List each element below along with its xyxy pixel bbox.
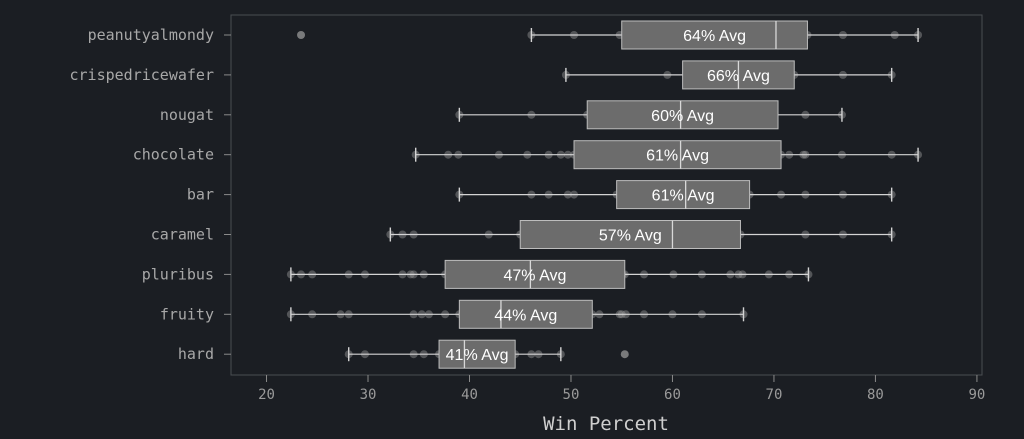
x-tick-label-40: 40 [461, 387, 478, 403]
box-bar [616, 180, 751, 210]
avg-label-fruity: 44% Avg [494, 307, 557, 324]
avg-label-caramel: 57% Avg [599, 228, 662, 245]
category-label-nougat: nougat [160, 106, 214, 124]
avg-label-chocolate: 61% Avg [646, 148, 709, 165]
box-chocolate [573, 140, 782, 170]
avg-label-hard: 41% Avg [446, 347, 509, 364]
boxes-layer: 64% Avg 66% Avg 60% Avg 61% Avg 61% Avg 57% A… [290, 20, 919, 369]
avg-label-nougat: 60% Avg [651, 108, 714, 125]
x-tick-label-20: 20 [258, 387, 275, 403]
avg-label-peanutyalmondy: 64% Avg [683, 28, 746, 45]
x-tick-label-60: 60 [664, 387, 681, 403]
x-tick-label-90: 90 [968, 387, 985, 403]
category-label-caramel: caramel [151, 226, 214, 244]
box-caramel [519, 220, 741, 249]
box-nougat [586, 100, 779, 130]
outlier-hard-0 [620, 350, 629, 359]
category-label-hard: hard [178, 345, 214, 363]
x-tick-label-70: 70 [766, 387, 783, 403]
category-label-bar: bar [187, 186, 214, 204]
x-tick-label-30: 30 [360, 387, 377, 403]
category-axis: peanutyalmondy crispedricewafer nougat choc… [70, 26, 231, 363]
x-axis: 20 30 40 50 60 70 80 90 [258, 375, 985, 403]
outlier-peanutyalmondy-0 [297, 31, 306, 39]
category-label-crispedricewafer: crispedricewafer [70, 66, 215, 84]
category-label-chocolate: chocolate [133, 146, 214, 164]
avg-label-bar: 61% Avg [652, 188, 715, 205]
x-axis-title: Win Percent [543, 413, 669, 435]
category-label-pluribus: pluribus [142, 265, 214, 283]
x-tick-label-80: 80 [867, 387, 884, 403]
avg-label-pluribus: 47% Avg [504, 267, 567, 284]
category-label-peanutyalmondy: peanutyalmondy [88, 26, 214, 44]
box-fruity [458, 299, 593, 329]
avg-label-crispedricewafer: 66% Avg [707, 68, 770, 85]
x-tick-label-50: 50 [563, 387, 580, 403]
box-pluribus [444, 259, 626, 289]
box-hard [438, 339, 516, 369]
category-label-fruity: fruity [160, 305, 214, 323]
